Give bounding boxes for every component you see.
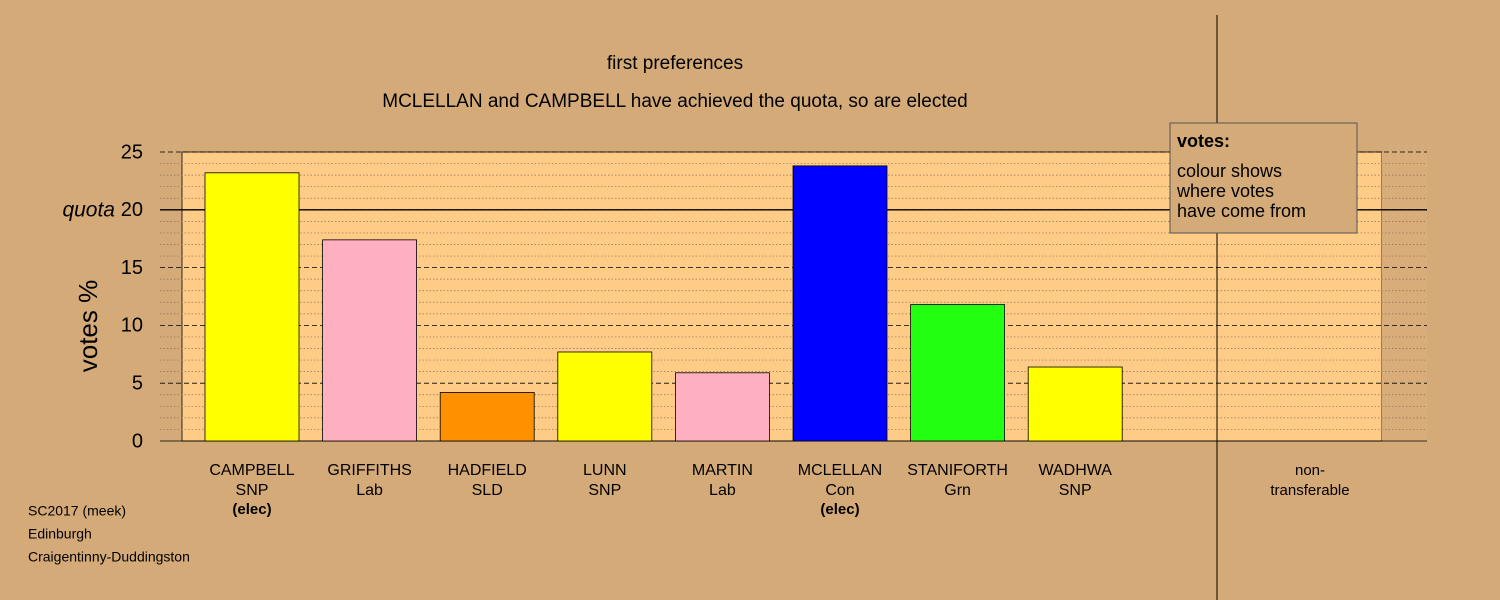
x-tick-label: CAMPBELL [209, 462, 294, 479]
x-tick-label: Grn [944, 482, 971, 499]
y-tick-label: 20 [121, 199, 143, 221]
plot-margin [1382, 152, 1427, 441]
x-tick-label: non- [1295, 462, 1325, 479]
quota-label: quota [62, 198, 115, 221]
x-tick-label: SNP [236, 482, 269, 499]
x-tick-label: Lab [709, 482, 736, 499]
chart-title: first preferences [607, 53, 743, 74]
y-axis-label: votes % [73, 280, 103, 373]
x-tick-label: WADHWA [1038, 462, 1112, 479]
x-tick-label: HADFIELD [448, 462, 527, 479]
footer-text: Craigentinny-Duddingston [28, 549, 190, 565]
bars [204, 165, 1123, 442]
bar [1027, 366, 1123, 442]
y-tick-label: 25 [121, 141, 143, 163]
y-tick-label: 5 [132, 372, 143, 394]
bar [204, 172, 300, 442]
x-tick-label: MARTIN [692, 462, 753, 479]
legend: votes: colour shows where votes have com… [1169, 122, 1358, 234]
y-tick-label: 15 [121, 257, 143, 279]
bar [910, 304, 1005, 442]
y-tick-label: 10 [121, 315, 143, 337]
bar [792, 165, 888, 442]
x-tick-label: (elec) [232, 501, 271, 518]
bar [439, 392, 535, 442]
legend-text: where votes [1176, 181, 1274, 201]
legend-text: colour shows [1177, 161, 1282, 181]
x-tick-label: transferable [1270, 482, 1349, 499]
legend-box [1169, 122, 1358, 234]
x-tick-label: STANIFORTH [907, 462, 1008, 479]
footer-text: SC2017 (meek) [28, 503, 126, 519]
x-tick-label: SNP [1059, 482, 1092, 499]
x-tick-label: LUNN [583, 462, 627, 479]
x-tick-label: MCLELLAN [798, 462, 882, 479]
bar [675, 372, 770, 442]
x-tick-label: (elec) [820, 501, 859, 518]
x-tick-label: SNP [588, 482, 621, 499]
x-tick-label: GRIFFITHS [327, 462, 411, 479]
x-tick-label: SLD [472, 482, 503, 499]
legend-title: votes: [1177, 131, 1230, 151]
y-tick-label: 0 [132, 430, 143, 452]
chart-subtitle: MCLELLAN and CAMPBELL have achieved the … [382, 91, 967, 112]
legend-text: have come from [1177, 201, 1306, 221]
footer-text: Edinburgh [28, 526, 92, 542]
bar [322, 239, 418, 442]
bar [557, 351, 653, 442]
x-tick-label: Con [825, 482, 854, 499]
x-tick-label: Lab [356, 482, 383, 499]
